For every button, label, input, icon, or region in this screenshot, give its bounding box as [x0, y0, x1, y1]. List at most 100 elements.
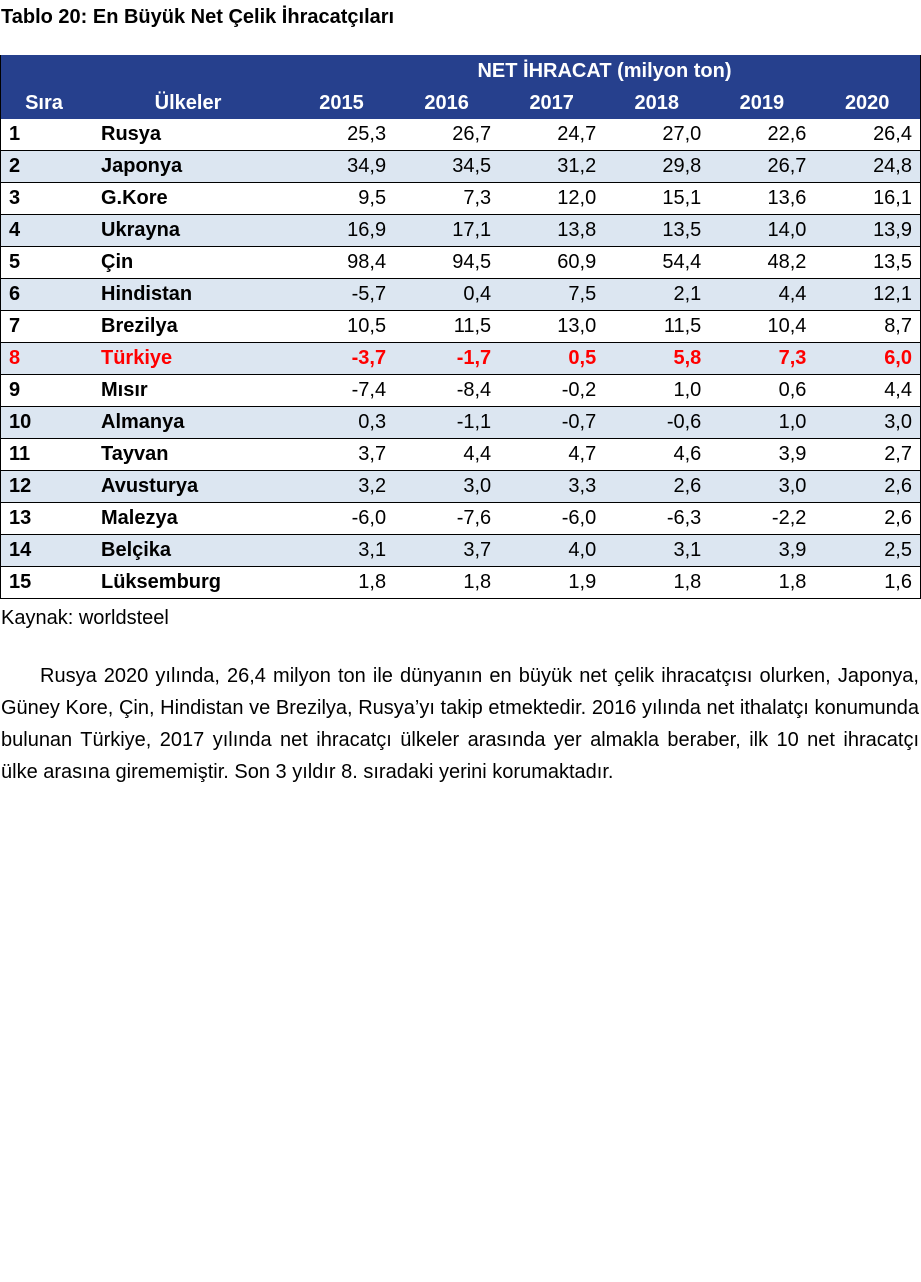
- value-cell: 1,0: [604, 374, 710, 407]
- rank-cell: 1: [0, 119, 87, 151]
- value-cell: 2,6: [604, 470, 710, 503]
- value-cell: 2,6: [814, 502, 921, 535]
- net-export-table: NET İHRACAT (milyon ton) Sıra Ülkeler 2015…: [0, 55, 921, 599]
- value-cell: 26,4: [814, 119, 921, 151]
- value-cell: -8,4: [394, 374, 500, 407]
- value-cell: -6,0: [499, 502, 605, 535]
- value-cell: -1,7: [394, 342, 500, 375]
- value-cell: 26,7: [709, 150, 815, 183]
- value-cell: 24,8: [814, 150, 921, 183]
- country-cell: Çin: [87, 246, 289, 279]
- source-note: Kaynak: worldsteel: [1, 607, 169, 629]
- column-header: Ülkeler: [87, 87, 289, 119]
- header-row: Sıra Ülkeler 2015 2016 2017 2018 2019 2020: [0, 87, 921, 119]
- country-cell: Hindistan: [87, 278, 289, 311]
- value-cell: 11,5: [604, 310, 710, 343]
- value-cell: 4,7: [499, 438, 605, 471]
- value-cell: 13,9: [814, 214, 921, 247]
- column-header: 2015: [289, 87, 395, 119]
- value-cell: 10,5: [289, 310, 395, 343]
- value-cell: 54,4: [604, 246, 710, 279]
- value-cell: 2,7: [814, 438, 921, 471]
- table-row: 3 G.Kore 9,5 7,3 12,0 15,1 13,6 16,1: [0, 182, 921, 215]
- value-cell: 4,4: [814, 374, 921, 407]
- value-cell: 13,0: [499, 310, 605, 343]
- value-cell: 3,7: [394, 534, 500, 567]
- value-cell: 7,5: [499, 278, 605, 311]
- column-header: 2017: [499, 87, 605, 119]
- value-cell: 7,3: [709, 342, 815, 375]
- rank-cell: 14: [0, 534, 87, 567]
- value-cell: 4,4: [709, 278, 815, 311]
- value-cell: 34,9: [289, 150, 395, 183]
- value-cell: 4,4: [394, 438, 500, 471]
- value-cell: 3,2: [289, 470, 395, 503]
- value-cell: -5,7: [289, 278, 395, 311]
- table-row: 15 Lüksemburg 1,8 1,8 1,9 1,8 1,8 1,6: [0, 566, 921, 599]
- country-cell: G.Kore: [87, 182, 289, 215]
- value-cell: 34,5: [394, 150, 500, 183]
- value-cell: 0,5: [499, 342, 605, 375]
- value-cell: -2,2: [709, 502, 815, 535]
- value-cell: -7,4: [289, 374, 395, 407]
- value-cell: 3,9: [709, 438, 815, 471]
- value-cell: 48,2: [709, 246, 815, 279]
- value-cell: 27,0: [604, 119, 710, 151]
- value-cell: 25,3: [289, 119, 395, 151]
- table-row: 10 Almanya 0,3 -1,1 -0,7 -0,6 1,0 3,0: [0, 406, 921, 439]
- table-title: Tablo 20: En Büyük Net Çelik İhracatçıla…: [1, 6, 395, 28]
- rank-cell: 11: [0, 438, 87, 471]
- body-paragraph: Rusya 2020 yılında, 26,4 milyon ton ile …: [1, 665, 919, 783]
- group-header: NET İHRACAT (milyon ton): [289, 55, 921, 87]
- value-cell: 8,7: [814, 310, 921, 343]
- country-cell: Almanya: [87, 406, 289, 439]
- table-row: 9 Mısır -7,4 -8,4 -0,2 1,0 0,6 4,4: [0, 374, 921, 407]
- value-cell: 98,4: [289, 246, 395, 279]
- value-cell: 17,1: [394, 214, 500, 247]
- value-cell: 3,0: [709, 470, 815, 503]
- value-cell: 4,0: [499, 534, 605, 567]
- rank-cell: 8: [0, 342, 87, 375]
- value-cell: -0,7: [499, 406, 605, 439]
- table-row: 12 Avusturya 3,2 3,0 3,3 2,6 3,0 2,6: [0, 470, 921, 503]
- country-cell: Brezilya: [87, 310, 289, 343]
- rank-cell: 2: [0, 150, 87, 183]
- value-cell: 13,6: [709, 182, 815, 215]
- rank-cell: 6: [0, 278, 87, 311]
- value-cell: 9,5: [289, 182, 395, 215]
- value-cell: 16,1: [814, 182, 921, 215]
- value-cell: 1,8: [289, 566, 395, 599]
- value-cell: -0,6: [604, 406, 710, 439]
- country-cell: Avusturya: [87, 470, 289, 503]
- value-cell: 3,7: [289, 438, 395, 471]
- value-cell: 0,3: [289, 406, 395, 439]
- value-cell: 3,3: [499, 470, 605, 503]
- value-cell: 1,0: [709, 406, 815, 439]
- value-cell: 3,1: [289, 534, 395, 567]
- rank-cell: 3: [0, 182, 87, 215]
- value-cell: 0,6: [709, 374, 815, 407]
- table-row: 7 Brezilya 10,5 11,5 13,0 11,5 10,4 8,7: [0, 310, 921, 343]
- value-cell: -6,3: [604, 502, 710, 535]
- rank-cell: 12: [0, 470, 87, 503]
- value-cell: -1,1: [394, 406, 500, 439]
- value-cell: 13,5: [604, 214, 710, 247]
- value-cell: 13,5: [814, 246, 921, 279]
- value-cell: 7,3: [394, 182, 500, 215]
- rank-cell: 7: [0, 310, 87, 343]
- value-cell: 31,2: [499, 150, 605, 183]
- rank-cell: 4: [0, 214, 87, 247]
- column-header: 2020: [814, 87, 921, 119]
- country-cell: Tayvan: [87, 438, 289, 471]
- country-cell: Japonya: [87, 150, 289, 183]
- table-row: 6 Hindistan -5,7 0,4 7,5 2,1 4,4 12,1: [0, 278, 921, 311]
- value-cell: 12,0: [499, 182, 605, 215]
- country-cell: Malezya: [87, 502, 289, 535]
- value-cell: 3,0: [394, 470, 500, 503]
- column-header: 2018: [604, 87, 710, 119]
- rank-cell: 9: [0, 374, 87, 407]
- country-cell: Lüksemburg: [87, 566, 289, 599]
- country-cell: Mısır: [87, 374, 289, 407]
- value-cell: -3,7: [289, 342, 395, 375]
- value-cell: 1,6: [814, 566, 921, 599]
